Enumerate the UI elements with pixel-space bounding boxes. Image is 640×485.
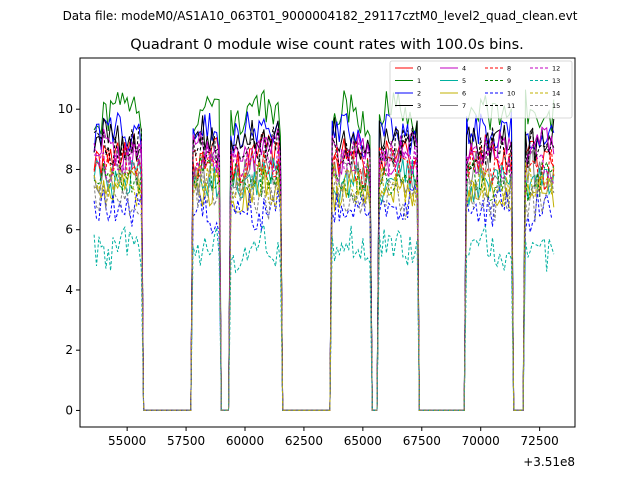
series-layer bbox=[93, 89, 555, 411]
legend-label-10: 10 bbox=[507, 90, 515, 98]
legend-label-3: 3 bbox=[417, 102, 421, 110]
x-tick-label: 70000 bbox=[462, 434, 500, 448]
legend-label-8: 8 bbox=[507, 65, 511, 73]
series-line-3 bbox=[93, 115, 555, 411]
legend-label-11: 11 bbox=[507, 102, 515, 110]
series-line-5 bbox=[93, 157, 555, 411]
series-line-10 bbox=[93, 184, 554, 411]
x-tick-label: 65000 bbox=[344, 434, 382, 448]
figure-suptitle: Data file: modeM0/AS1A10_063T01_90000041… bbox=[63, 9, 578, 23]
plot-frame bbox=[79, 57, 576, 428]
x-offset-label: +3.51e8 bbox=[523, 455, 575, 469]
legend-label-7: 7 bbox=[462, 102, 466, 110]
y-tick-label: 0 bbox=[65, 403, 73, 417]
series-line-14 bbox=[93, 161, 555, 411]
legend-frame bbox=[389, 60, 573, 119]
y-tick-label: 6 bbox=[65, 223, 73, 237]
y-tick-label: 4 bbox=[65, 283, 73, 297]
legend-label-0: 0 bbox=[417, 65, 421, 73]
series-line-13 bbox=[93, 223, 555, 411]
legend-label-4: 4 bbox=[462, 65, 466, 73]
legend-label-6: 6 bbox=[462, 90, 466, 98]
x-tick-label: 57500 bbox=[167, 434, 205, 448]
x-tick-label: 67500 bbox=[403, 434, 441, 448]
legend-label-15: 15 bbox=[552, 102, 560, 110]
series-line-6 bbox=[93, 166, 555, 411]
chart-title: Quadrant 0 module wise count rates with … bbox=[130, 37, 524, 53]
legend-label-13: 13 bbox=[552, 77, 560, 85]
legend-label-14: 14 bbox=[552, 90, 560, 98]
series-line-11 bbox=[93, 126, 555, 411]
series-line-15 bbox=[93, 171, 555, 411]
legend-label-5: 5 bbox=[462, 77, 466, 85]
ticks-layer: 55000 57500 60000 62500 65000 67500 70000 72500… bbox=[58, 102, 559, 448]
y-tick-label: 2 bbox=[65, 343, 73, 357]
y-tick-label: 8 bbox=[65, 162, 73, 176]
x-tick-label: 72500 bbox=[521, 434, 559, 448]
legend-label-9: 9 bbox=[507, 77, 511, 85]
legend-label-12: 12 bbox=[552, 65, 560, 73]
series-line-4 bbox=[93, 126, 555, 411]
legend-label-1: 1 bbox=[417, 77, 421, 85]
series-line-7 bbox=[93, 147, 555, 411]
y-tick-label: 10 bbox=[58, 102, 73, 116]
x-tick-label: 62500 bbox=[285, 434, 323, 448]
legend-label-2: 2 bbox=[417, 90, 421, 98]
series-line-12 bbox=[93, 135, 555, 411]
x-tick-label: 55000 bbox=[108, 434, 146, 448]
x-tick-label: 60000 bbox=[226, 434, 264, 448]
